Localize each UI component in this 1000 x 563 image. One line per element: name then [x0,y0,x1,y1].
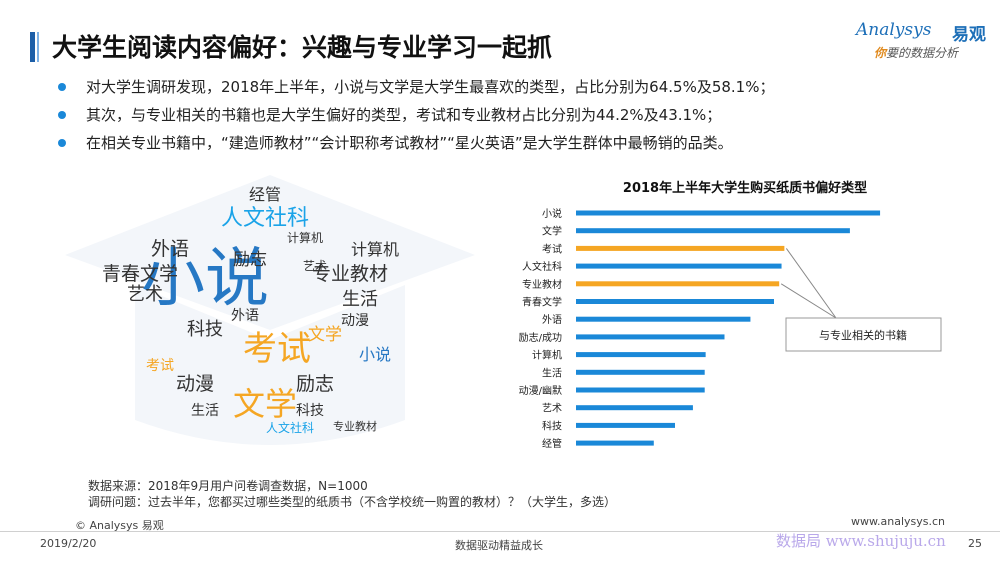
bar-category-label: 动漫/幽默 [519,385,562,397]
site-watermark: 数据局 www.shujuju.cn [776,532,946,550]
word-cloud-word: 青春文学 [102,263,178,285]
word-cloud-word: 经管 [249,185,281,204]
logo-text: Analysys [856,20,932,40]
footer-divider [0,531,1000,532]
bar-category-label: 励志/成功 [519,331,562,344]
bar-category-label: 经管 [542,437,562,450]
bar [576,440,654,446]
word-cloud-word: 考试 [146,358,174,374]
bar-category-label: 外语 [542,314,562,326]
bar [576,228,850,234]
bar-category-label: 生活 [542,366,562,379]
word-cloud-word: 科技 [296,403,324,419]
bar [576,210,881,216]
word-cloud-word: 动漫 [341,313,369,329]
bar [576,299,774,304]
bar-category-label: 艺术 [542,403,562,415]
word-cloud-word: 生活 [191,403,219,419]
word-cloud-word: 动漫 [176,373,214,395]
bar [576,405,693,411]
word-cloud-word: 小说 [141,242,269,316]
chart-bars: 小说文学考试人文社科专业教材青春文学外语励志/成功计算机生活动漫/幽默艺术科技经… [519,207,881,450]
annotation-callout-line [785,248,837,319]
title-accent-bar-light [37,32,39,62]
page-title: 大学生阅读内容偏好：兴趣与专业学习一起抓 [52,33,553,62]
word-cloud-word: 科技 [187,319,223,340]
bar [576,334,725,340]
word-cloud-word: 生活 [342,289,378,310]
bar [576,245,785,251]
footer-slogan: 数据驱动精益成长 [455,539,543,552]
word-cloud-word: 考试 [243,329,311,369]
footer-date: 2019/2/20 [40,537,97,550]
word-cloud-word: 人文社科 [221,206,309,231]
word-cloud-word: 外语 [151,238,189,260]
word-cloud-word: 计算机 [287,230,323,245]
word-cloud-word: 励志 [296,373,334,395]
cap-board-shape [65,175,475,330]
chart-annotation: 与专业相关的书籍 [780,248,942,352]
data-source-note: 数据来源：2018年9月用户问卷调查数据，N=1000 调研问题：过去半年，您都… [88,478,616,510]
bar-category-label: 考试 [542,242,562,255]
copyright: © Analysys 易观 [75,519,164,532]
word-cloud-word: 计算机 [351,240,399,259]
bar [576,369,705,375]
bullet-item: 在相关专业书籍中，“建造师教材”“会计职称考试教材”“星火英语”是大学生群体中最… [58,133,774,161]
bar-category-label: 青春文学 [522,296,562,309]
word-cloud-word: 外语 [231,308,259,324]
word-cloud-word: 励志 [233,250,267,270]
annotation-callout-line [780,283,837,319]
bar-category-label: 人文社科 [522,260,562,273]
bar-category-label: 文学 [542,225,562,238]
survey-question-line: 调研问题：过去半年，您都买过哪些类型的纸质书（不含学校统一购置的教材）？（大学生… [88,495,617,509]
word-cloud-word: 专业教材 [333,419,377,433]
word-cloud-word: 文学 [233,385,297,423]
word-cloud-word: 艺术 [303,259,327,273]
bar [576,422,675,428]
source-line: 数据来源：2018年9月用户问卷调查数据，N=1000 [88,479,368,493]
word-cloud-word: 专业教材 [312,263,388,285]
bar [576,387,705,393]
annotation-label: 与专业相关的书籍 [819,328,907,342]
bar-chart: 2018年上半年大学生购买纸质书偏好类型 小说文学考试人文社科专业教材青春文学外… [519,180,942,450]
bar-category-label: 科技 [542,419,562,432]
chart-title: 2018年上半年大学生购买纸质书偏好类型 [623,180,867,196]
bar [576,316,751,322]
website-link[interactable]: www.analysys.cn [851,515,945,528]
page-number: 25 [968,537,982,550]
cap-body-shape [135,285,405,445]
bar [576,263,782,269]
bar-category-label: 计算机 [532,349,562,362]
word-cloud-word: 文学 [308,325,342,345]
word-cloud-word: 小说 [359,345,391,364]
word-cloud-word: 人文社科 [266,420,314,435]
logo-slogan: 你要的数据分析 [874,46,959,60]
bar [576,352,706,358]
bar-category-label: 专业教材 [522,278,562,291]
analysys-logo: Analysys 易观 你要的数据分析 [856,20,986,62]
bullet-list: 对大学生调研发现，2018年上半年，小说与文学是大学生最喜欢的类型，占比分别为6… [58,77,774,161]
logo-cn-text: 易观 [952,25,986,45]
bar [576,281,780,287]
bullet-item: 其次，与专业相关的书籍也是大学生偏好的类型，考试和专业教材占比分别为44.2%及… [58,105,774,133]
annotation-box [785,317,942,352]
bullet-item: 对大学生调研发现，2018年上半年，小说与文学是大学生最喜欢的类型，占比分别为6… [58,77,774,105]
word-cloud-word: 艺术 [127,284,163,305]
bar-category-label: 小说 [542,207,562,220]
title-accent-bar [30,32,35,62]
